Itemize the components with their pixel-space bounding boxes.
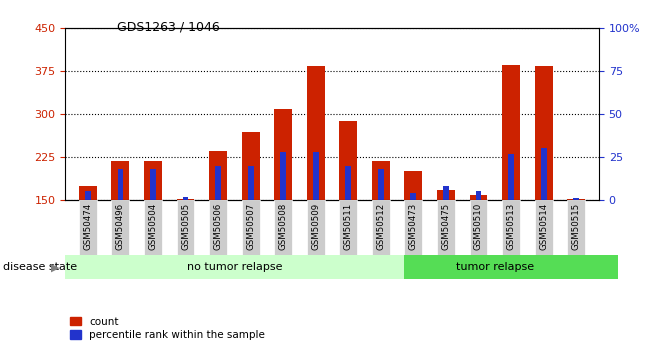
Bar [475, 191, 481, 200]
Bar [280, 152, 286, 200]
Bar [345, 166, 351, 200]
FancyBboxPatch shape [339, 200, 357, 255]
Bar [307, 66, 325, 200]
Bar [443, 186, 449, 200]
Text: GSM50474: GSM50474 [83, 203, 92, 250]
FancyBboxPatch shape [502, 200, 520, 255]
FancyBboxPatch shape [404, 200, 422, 255]
Bar [274, 109, 292, 200]
Bar [378, 169, 383, 200]
Bar [118, 169, 124, 200]
Text: GSM50508: GSM50508 [279, 203, 288, 250]
Bar [540, 148, 547, 200]
Bar [150, 169, 156, 200]
Text: ▶: ▶ [51, 263, 60, 272]
Text: GSM50473: GSM50473 [409, 203, 418, 250]
Text: GSM50506: GSM50506 [214, 203, 223, 250]
Text: GSM50475: GSM50475 [441, 203, 450, 250]
Bar [534, 66, 553, 200]
Bar [144, 161, 162, 200]
FancyBboxPatch shape [469, 200, 488, 255]
Bar [574, 198, 579, 200]
Text: GSM50504: GSM50504 [148, 203, 158, 250]
Bar [215, 166, 221, 200]
Bar [567, 199, 585, 200]
FancyBboxPatch shape [437, 200, 455, 255]
Bar [65, 255, 404, 279]
Text: GSM50511: GSM50511 [344, 203, 353, 250]
FancyBboxPatch shape [274, 200, 292, 255]
FancyBboxPatch shape [372, 200, 390, 255]
Bar [508, 154, 514, 200]
FancyBboxPatch shape [176, 200, 195, 255]
Bar [372, 161, 390, 200]
FancyBboxPatch shape [111, 200, 130, 255]
FancyBboxPatch shape [534, 200, 553, 255]
Bar [339, 121, 357, 200]
Bar [437, 190, 455, 200]
Bar [182, 197, 189, 200]
Bar [247, 166, 253, 200]
Bar [312, 152, 318, 200]
FancyBboxPatch shape [307, 200, 325, 255]
Text: disease state: disease state [3, 263, 77, 272]
Text: GSM50510: GSM50510 [474, 203, 483, 250]
Text: GDS1263 / 1046: GDS1263 / 1046 [117, 21, 220, 34]
FancyBboxPatch shape [79, 200, 97, 255]
Text: GSM50509: GSM50509 [311, 203, 320, 250]
Text: GSM50507: GSM50507 [246, 203, 255, 250]
Bar [242, 132, 260, 200]
Bar [404, 171, 422, 200]
Text: GSM50514: GSM50514 [539, 203, 548, 250]
FancyBboxPatch shape [242, 200, 260, 255]
Text: GSM50515: GSM50515 [572, 203, 581, 250]
Text: GSM50505: GSM50505 [181, 203, 190, 250]
FancyBboxPatch shape [209, 200, 227, 255]
Bar [502, 65, 520, 200]
FancyBboxPatch shape [144, 200, 162, 255]
Text: no tumor relapse: no tumor relapse [187, 263, 282, 272]
Legend: count, percentile rank within the sample: count, percentile rank within the sample [70, 317, 265, 340]
Bar [404, 255, 618, 279]
Text: GSM50513: GSM50513 [506, 203, 516, 250]
Bar [85, 191, 90, 200]
Bar [176, 199, 195, 200]
Bar [410, 193, 417, 200]
Bar [79, 186, 97, 200]
Text: tumor relapse: tumor relapse [456, 263, 534, 272]
Text: GSM50512: GSM50512 [376, 203, 385, 250]
Bar [209, 151, 227, 200]
Bar [111, 161, 130, 200]
Bar [469, 196, 488, 200]
Text: GSM50496: GSM50496 [116, 203, 125, 250]
FancyBboxPatch shape [567, 200, 585, 255]
